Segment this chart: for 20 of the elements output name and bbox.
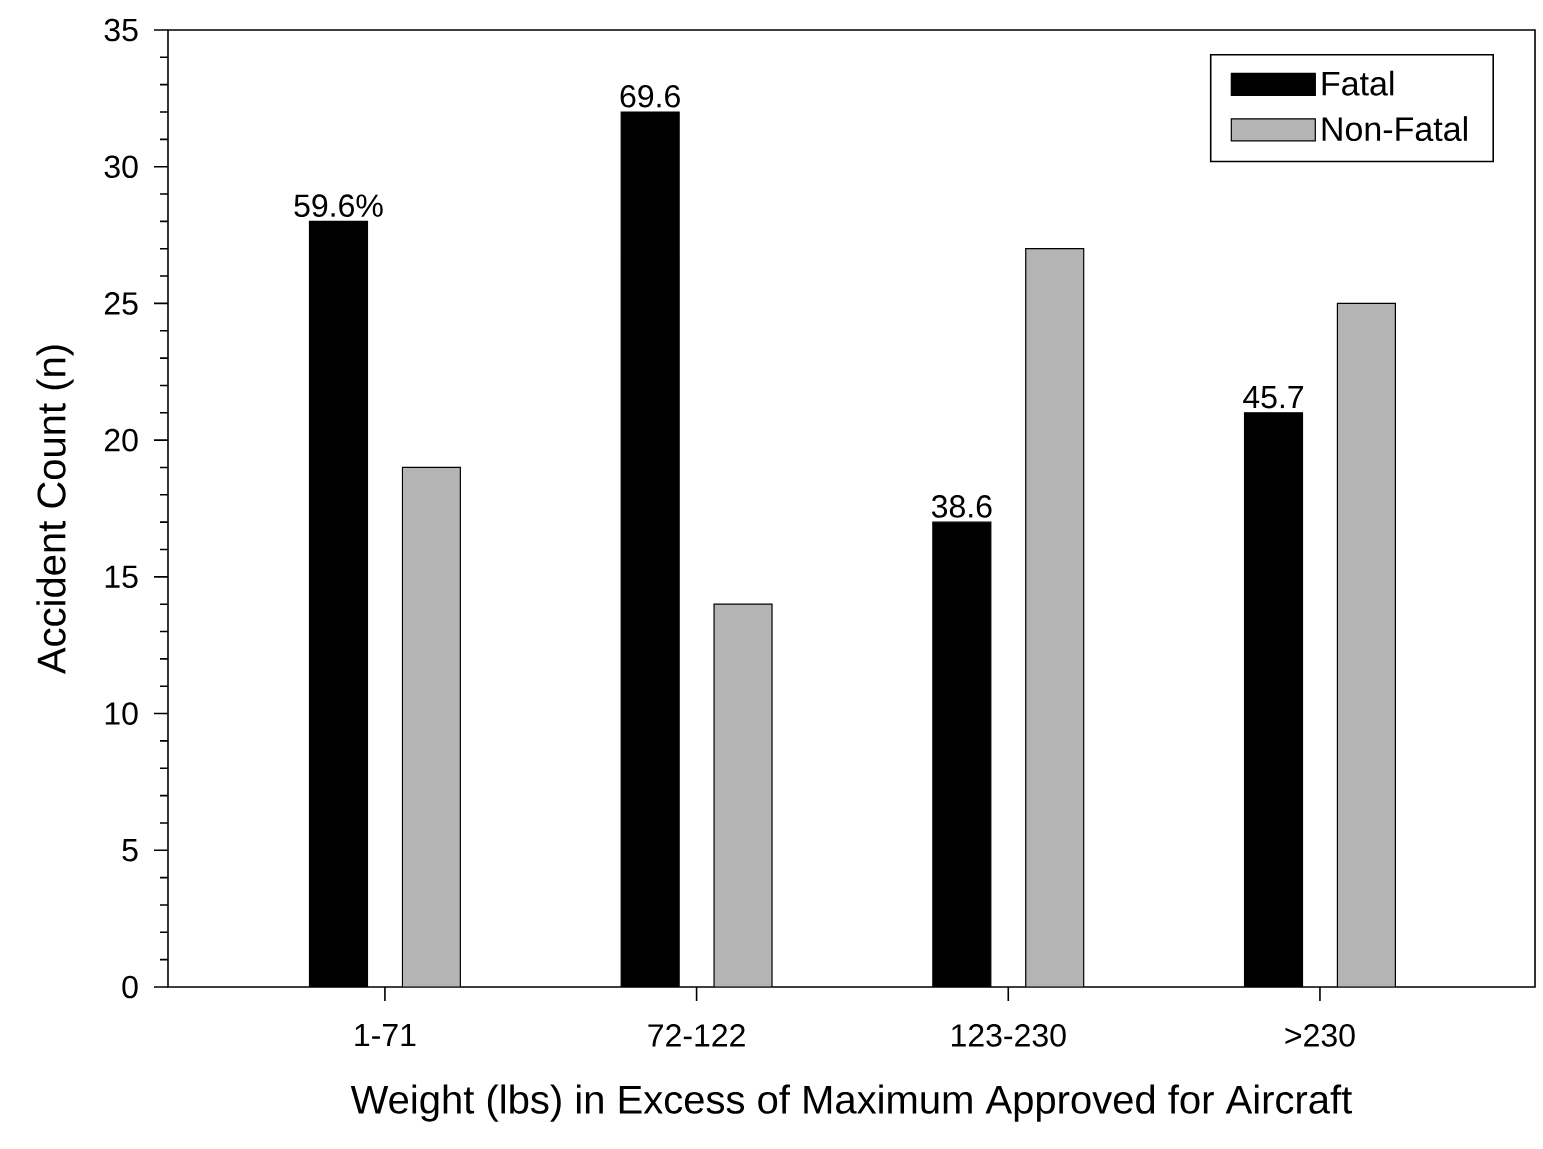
- annotation: 59.6%: [294, 194, 383, 217]
- annotation: 69.6: [620, 84, 680, 108]
- legend-label: Non-Fatal: [1322, 116, 1467, 142]
- x-tick-label: 1-71: [355, 1024, 416, 1047]
- annotation: 45.7: [1243, 386, 1304, 409]
- y-tick-label: 35: [104, 18, 138, 42]
- y-tick-label: 0: [122, 975, 138, 999]
- legend-label: Fatal: [1322, 70, 1394, 96]
- annotation: 38.6: [931, 495, 992, 518]
- x-tick-label: 72-122: [648, 1024, 745, 1047]
- y-tick-label: 20: [104, 428, 138, 452]
- y-tick-label: 15: [105, 565, 138, 589]
- x-tick-label: 123-230: [952, 1024, 1066, 1047]
- y-tick-label: 5: [122, 839, 138, 862]
- y-tick-label: 25: [104, 292, 138, 315]
- x-axis-title: Weight (lbs) in Excess of Maximum Approved for Aircraft: [350, 1084, 1352, 1122]
- x-tick-label: >230: [1285, 1024, 1355, 1047]
- y-axis-title: Accident Count (n): [36, 345, 74, 675]
- y-tick-label: 30: [104, 155, 138, 179]
- y-tick-label: 10: [105, 702, 138, 725]
